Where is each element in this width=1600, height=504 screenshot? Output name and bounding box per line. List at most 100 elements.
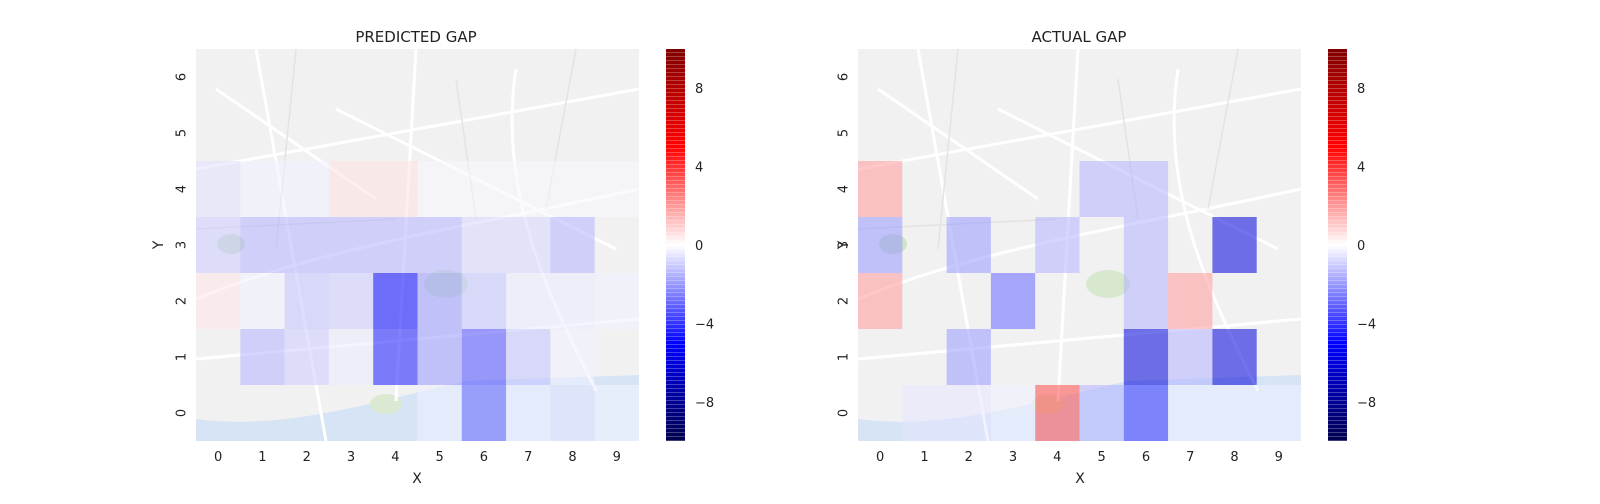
heatmap-cell — [858, 273, 903, 329]
x-tick-label: 0 — [214, 450, 222, 465]
chart-title: PREDICTED GAP — [355, 28, 476, 46]
heatmap-cell — [461, 217, 507, 273]
colorbar-tick-label: 8 — [695, 82, 703, 97]
heatmap-cell — [417, 273, 462, 329]
heatmap-cell — [1168, 273, 1213, 329]
heatmap-cell — [1168, 385, 1213, 441]
map-street — [937, 48, 959, 250]
map-park — [1086, 270, 1130, 298]
colorbar-tick-label: 8 — [1357, 82, 1365, 97]
heatmap-cell — [594, 161, 639, 217]
heatmap-cell — [1123, 273, 1169, 329]
heatmap-cell — [946, 329, 991, 385]
heatmap-cell — [1212, 385, 1257, 441]
heatmap-cell — [946, 385, 991, 441]
y-tick-label: 5 — [837, 129, 852, 137]
heatmap-cell — [550, 385, 595, 441]
x-tick-label: 2 — [965, 450, 973, 465]
y-axis-label: Y — [151, 240, 167, 250]
y-tick-label: 6 — [175, 73, 190, 81]
heatmap-cell — [1123, 329, 1169, 385]
heatmap-cell — [196, 273, 241, 329]
heatmap-cell — [373, 329, 418, 385]
map-road — [857, 87, 1302, 171]
x-tick-label: 3 — [347, 450, 355, 465]
heatmap-cell — [1256, 385, 1301, 441]
map-road — [877, 87, 1039, 201]
heatmap-cell — [240, 273, 285, 329]
colorbar-tick-label: 4 — [695, 161, 703, 176]
y-tick-label: 2 — [837, 297, 852, 305]
heatmap-cell — [1035, 217, 1080, 273]
y-tick-labels: 0 1 2 3 4 5 6 — [175, 73, 190, 417]
x-tick-label: 5 — [435, 450, 443, 465]
x-tick-label: 1 — [258, 450, 266, 465]
heatmap-cell — [461, 161, 507, 217]
heatmap-cell — [594, 273, 639, 329]
heatmap-cell — [594, 385, 639, 441]
heatmap-cell — [284, 329, 329, 385]
heatmap-cell — [373, 161, 418, 217]
x-tick-label: 7 — [524, 450, 532, 465]
x-tick-label: 4 — [391, 450, 399, 465]
colorbar-stripes — [666, 49, 685, 441]
heatmap-cell — [506, 217, 551, 273]
heatmap-cell — [858, 217, 903, 273]
heatmap-cell — [506, 385, 551, 441]
x-tick-label: 8 — [568, 450, 576, 465]
heatmap-cells — [196, 161, 639, 441]
colorbar-tick-label: −8 — [695, 396, 714, 411]
heatmap-cell — [373, 273, 418, 329]
y-tick-label: 2 — [175, 297, 190, 305]
colorbar-tick-label: −4 — [1357, 317, 1376, 332]
heatmap-cell — [990, 385, 1036, 441]
y-tick-labels: 0 1 2 3 4 5 6 — [837, 73, 852, 417]
y-tick-label: 1 — [175, 353, 190, 361]
x-tick-label: 7 — [1186, 450, 1194, 465]
heatmap-cell — [946, 217, 991, 273]
heatmap-cell — [550, 161, 595, 217]
heatmap-cell — [240, 161, 285, 217]
y-tick-label: 4 — [837, 185, 852, 193]
colorbar-tick-label: 0 — [695, 239, 703, 254]
heatmap-cell — [506, 329, 551, 385]
heatmap-cell — [284, 217, 329, 273]
y-tick-label: 5 — [175, 129, 190, 137]
heatmap-cell — [550, 329, 595, 385]
colorbar-tick-label: −8 — [1357, 396, 1376, 411]
heatmap-cell — [990, 273, 1036, 329]
heatmap-cell — [461, 273, 507, 329]
x-tick-label: 2 — [303, 450, 311, 465]
x-tick-labels: 0 1 2 3 4 5 6 7 8 9 — [876, 450, 1283, 465]
heatmap-cell — [328, 273, 374, 329]
colorbar-stripes — [1328, 49, 1347, 441]
colorbar-tick-label: −4 — [695, 317, 714, 332]
heatmap-cell — [506, 273, 551, 329]
heatmap-cell — [417, 217, 462, 273]
chart-title: ACTUAL GAP — [1032, 28, 1127, 46]
heatmap-cell — [196, 217, 241, 273]
y-tick-label: 1 — [837, 353, 852, 361]
map-park — [370, 394, 402, 414]
map-road — [857, 317, 1302, 361]
heatmap-cell — [1212, 329, 1257, 385]
x-tick-label: 6 — [480, 450, 488, 465]
y-tick-label: 0 — [837, 409, 852, 417]
x-tick-labels: 0 1 2 3 4 5 6 7 8 9 — [214, 450, 621, 465]
x-tick-label: 4 — [1053, 450, 1061, 465]
heatmap-cell — [196, 161, 241, 217]
heatmap-cell — [284, 161, 329, 217]
actual-gap-panel: ACTUAL GAP 0 1 2 3 4 5 6 7 8 9 0 1 2 3 4 5 6 X Y −8 −4 0 4… — [836, 28, 1376, 487]
heatmap-cell — [240, 329, 285, 385]
map-street — [1207, 48, 1239, 210]
heatmap-cell — [1123, 385, 1169, 441]
x-tick-label: 8 — [1230, 450, 1238, 465]
heatmap-cells — [858, 161, 1301, 441]
y-tick-label: 3 — [837, 241, 852, 249]
heatmap-cell — [284, 273, 329, 329]
y-tick-label: 0 — [175, 409, 190, 417]
heatmap-cell — [1168, 329, 1213, 385]
heatmap-cell — [1123, 161, 1169, 217]
heatmap-cell — [1079, 161, 1124, 217]
heatmap-cell — [858, 161, 903, 217]
